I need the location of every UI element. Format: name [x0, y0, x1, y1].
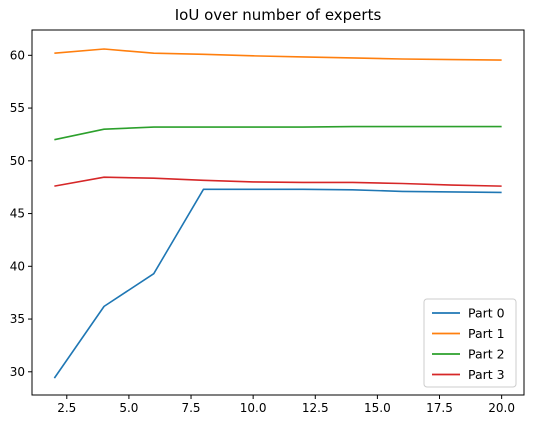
x-tick-label: 12.5: [302, 401, 329, 415]
series-line-part-3: [54, 176, 502, 187]
plot-area: 2.5 5.0 7.5 10.0 12.5 15.0 17.5 20.0 30 35 40 45 50 5…: [10, 29, 525, 415]
legend-label: Part 1: [468, 326, 505, 341]
y-tick-label: 60: [10, 48, 25, 62]
y-tick-label: 55: [10, 101, 25, 115]
legend-box: [423, 298, 517, 388]
x-tick-label: 17.5: [426, 401, 453, 415]
series-line-part-2: [54, 125, 502, 141]
series-line-part-1: [54, 48, 502, 61]
y-tick-label: 30: [10, 365, 25, 379]
legend-label: Part 3: [468, 367, 505, 382]
y-tick-label: 50: [10, 154, 25, 168]
x-tick-label: 15.0: [364, 401, 391, 415]
y-tick-label: 35: [10, 312, 25, 326]
x-tick-label: 10.0: [240, 401, 267, 415]
x-tick-label: 20.0: [488, 401, 515, 415]
y-tick-label: 45: [10, 207, 25, 221]
chart-title: IoU over number of experts: [175, 6, 382, 24]
x-tick-label: 5.0: [119, 401, 138, 415]
x-tick-label: 2.5: [57, 401, 76, 415]
x-tick-label: 7.5: [181, 401, 200, 415]
axes-frame: [31, 29, 525, 396]
series-line-part-0: [53, 188, 502, 379]
legend-label: Part 0: [468, 306, 505, 321]
legend-label: Part 2: [468, 347, 505, 362]
y-tick-label: 40: [10, 259, 25, 273]
